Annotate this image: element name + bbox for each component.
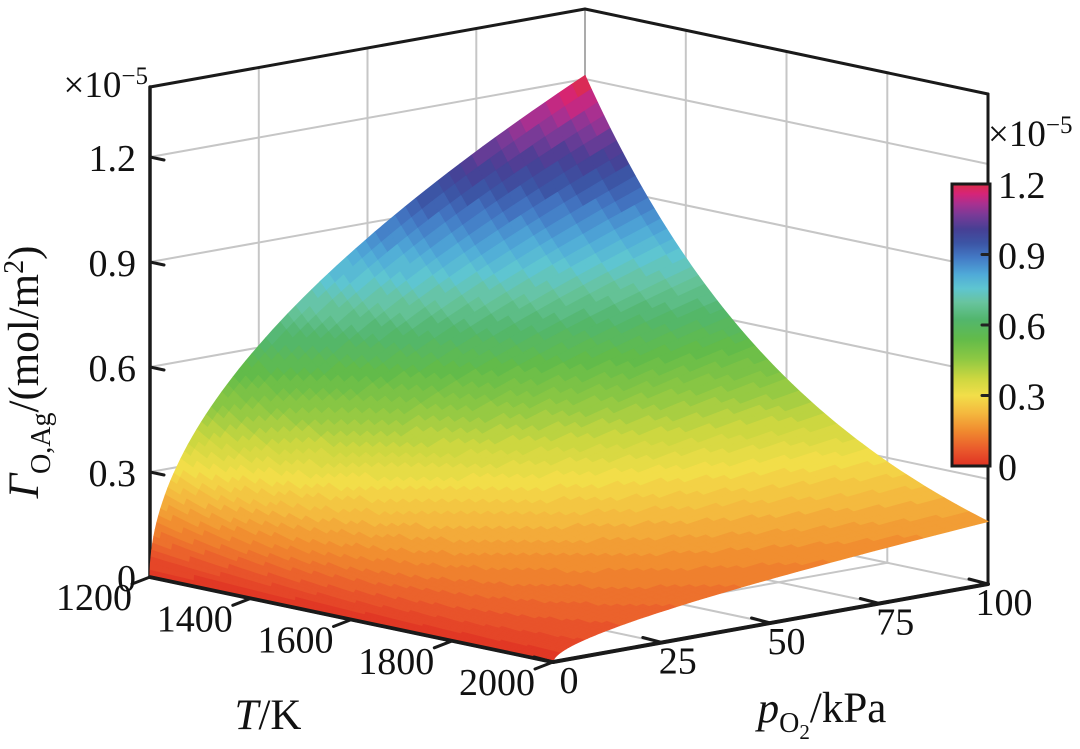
z-tick-label: 0.9 bbox=[89, 243, 137, 285]
colorbar-tick-label: 0 bbox=[998, 447, 1017, 489]
colorbar-tick-label: 0.9 bbox=[998, 236, 1046, 278]
colorbar-tick-label: 0.3 bbox=[998, 377, 1046, 419]
y-tick-label: 75 bbox=[876, 602, 914, 644]
z-axis-scale-label: ×10−5 bbox=[64, 63, 148, 106]
z-tick-label: 1.2 bbox=[89, 138, 137, 180]
z-tick-label: 0 bbox=[117, 558, 136, 600]
x-tick-label: 1400 bbox=[157, 598, 233, 640]
z-tick-label: 0.6 bbox=[89, 348, 137, 390]
colorbar-tick-label: 1.2 bbox=[998, 165, 1046, 207]
axis-lines-ticks bbox=[130, 155, 990, 671]
x-tick-label: 1200 bbox=[56, 577, 132, 619]
y-tick-label: 50 bbox=[768, 621, 806, 663]
y-tick-label: 100 bbox=[976, 582, 1033, 624]
x-tick-label: 1600 bbox=[258, 620, 334, 662]
z-axis-title: ΓO,Ag/(mol/m2) bbox=[0, 246, 57, 500]
z-tick-label: 0.3 bbox=[89, 453, 137, 495]
axis-tick-labels: 1200 1400 1600 1800 2000 0 25 50 75 100 0 0.3 0.6 0.9… bbox=[56, 138, 1033, 704]
colorbar-ticks: 0 0.3 0.6 0.9 1.2 bbox=[980, 165, 1046, 489]
y-tick-label: 0 bbox=[560, 660, 579, 702]
y-axis-title: pO2/kPa bbox=[755, 685, 887, 744]
x-tick-label: 2000 bbox=[459, 662, 535, 704]
x-tick-label: 1800 bbox=[358, 641, 434, 683]
surface-mesh bbox=[149, 75, 989, 663]
x-axis-title: T/K bbox=[235, 692, 302, 739]
y-tick-label: 25 bbox=[659, 641, 697, 683]
colorbar-tick-label: 0.6 bbox=[998, 306, 1046, 348]
colorbar-scale-label: ×10−5 bbox=[988, 112, 1072, 155]
